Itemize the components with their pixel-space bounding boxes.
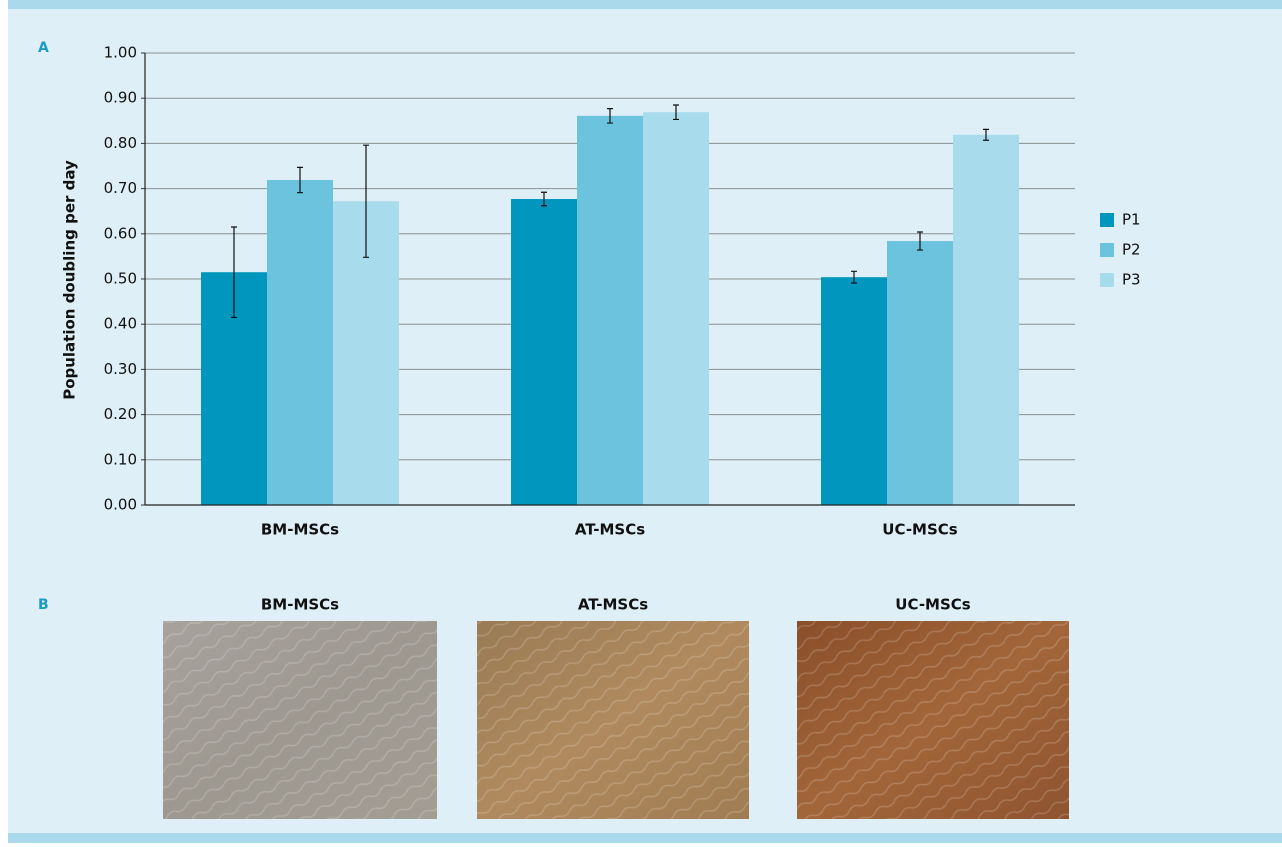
bar [511, 198, 577, 505]
y-tick-label: 0.40 [104, 315, 137, 333]
error-bar [851, 270, 857, 284]
y-tick-label: 0.60 [104, 224, 137, 242]
error-bar [983, 128, 989, 141]
bar [821, 277, 887, 505]
image-title: AT-MSCs [578, 596, 648, 614]
y-tick-label: 0.70 [104, 179, 137, 197]
error-bar [541, 191, 547, 207]
bar [267, 180, 333, 505]
y-tick-label: 0.20 [104, 405, 137, 423]
image-title: BM-MSCs [261, 596, 339, 614]
y-tick-label: 1.00 [104, 44, 137, 62]
error-bar [917, 231, 923, 251]
error-bar [607, 107, 613, 124]
y-tick-label: 0.50 [104, 270, 137, 288]
error-bar [363, 144, 369, 258]
y-tick-label: 0.80 [104, 134, 137, 152]
legend-swatch [1100, 243, 1114, 257]
bar [643, 112, 709, 505]
legend-label: P3 [1122, 271, 1141, 289]
bottom-band [8, 833, 1282, 843]
image-title: UC-MSCs [895, 596, 970, 614]
error-bar [231, 226, 237, 319]
y-axis-label: Population doubling per day [61, 160, 79, 400]
x-tick-label: UC-MSCs [882, 521, 957, 539]
y-tick-label: 0.00 [104, 496, 137, 514]
legend-swatch [1100, 273, 1114, 287]
error-bar [673, 104, 679, 121]
y-tick-label: 0.90 [104, 89, 137, 107]
micrograph-texture [477, 621, 749, 819]
y-tick-label: 0.30 [104, 360, 137, 378]
micrograph-texture [163, 621, 437, 819]
x-tick-label: AT-MSCs [575, 521, 645, 539]
panel-label: B [38, 597, 49, 613]
micrograph-texture [797, 621, 1069, 819]
bar [887, 241, 953, 506]
top-band [8, 0, 1282, 9]
legend-label: P1 [1122, 211, 1141, 229]
bar [953, 134, 1019, 505]
panel-label: A [38, 40, 49, 56]
y-tick-label: 0.10 [104, 450, 137, 468]
x-tick-label: BM-MSCs [261, 521, 339, 539]
legend-swatch [1100, 213, 1114, 227]
error-bar [297, 166, 303, 194]
legend-label: P2 [1122, 241, 1141, 259]
bar [577, 115, 643, 505]
